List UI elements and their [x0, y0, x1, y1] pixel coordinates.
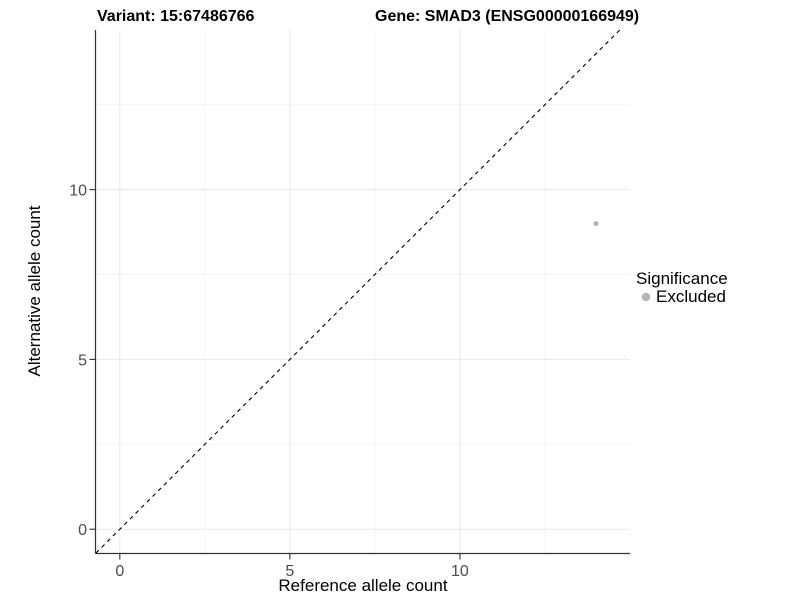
- y-tick-label: 5: [78, 352, 87, 369]
- y-tick-label: 0: [78, 522, 87, 539]
- legend: Significance Excluded: [636, 269, 728, 306]
- legend-title: Significance: [636, 269, 728, 288]
- gridlines-major: [96, 30, 630, 553]
- legend-item-excluded: Excluded: [656, 287, 726, 306]
- identity-reference-line: [95, 29, 621, 554]
- axis-tick-labels: 0 5 10 0 5 10: [69, 183, 469, 580]
- x-tick-label: 5: [285, 563, 294, 580]
- x-axis-title: Reference allele count: [278, 576, 447, 595]
- x-tick-label: 0: [115, 563, 124, 580]
- y-axis-title: Alternative allele count: [25, 205, 44, 376]
- axis-ticks: [89, 189, 461, 560]
- legend-key-dot-icon: [641, 292, 651, 302]
- y-tick-label: 10: [69, 183, 87, 200]
- gridlines-minor: [96, 30, 630, 553]
- x-tick-label: 10: [451, 563, 469, 580]
- data-point: [593, 220, 599, 227]
- plot-title-gene: Gene: SMAD3 (ENSG00000166949): [375, 8, 639, 25]
- plot-title-variant: Variant: 15:67486766: [97, 8, 255, 25]
